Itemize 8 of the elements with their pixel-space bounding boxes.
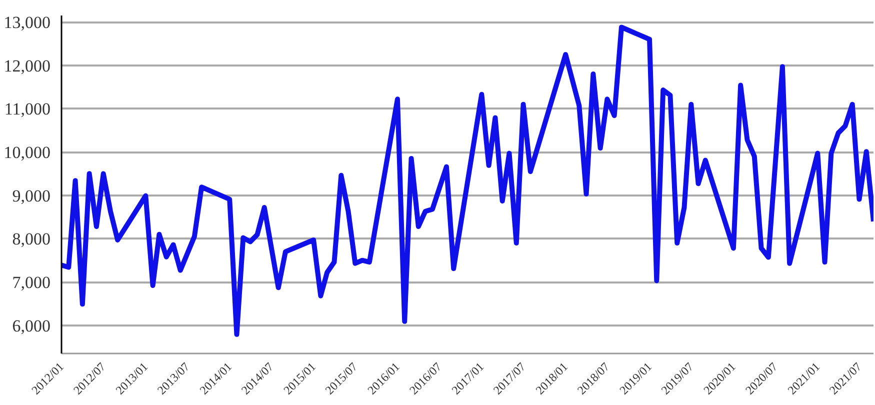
y-tick-label: 12,000 bbox=[4, 56, 50, 76]
y-tick-label: 11,000 bbox=[4, 100, 51, 119]
y-tick-label: 7,000 bbox=[12, 273, 50, 292]
y-tick-label: 6,000 bbox=[12, 316, 50, 336]
y-tick-label: 10,000 bbox=[4, 143, 50, 162]
y-tick-label: 13,000 bbox=[4, 13, 50, 32]
y-tick-label: 9,000 bbox=[12, 186, 50, 206]
y-tick-label: 8,000 bbox=[12, 230, 50, 249]
